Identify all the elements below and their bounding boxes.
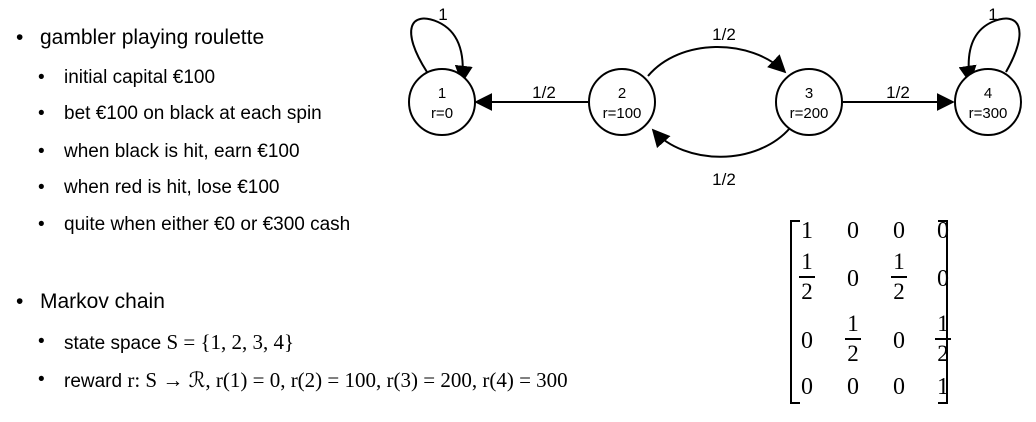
- fraction-denominator: 2: [801, 279, 813, 304]
- bullet-text: when black is hit, earn €100: [64, 141, 300, 162]
- bullet-text: quite when either €0 or €300 cash: [64, 214, 351, 235]
- fraction-denominator: 2: [937, 341, 949, 366]
- bullet-dot: •: [38, 177, 45, 198]
- matrix-bracket-right: [938, 220, 948, 404]
- edge-4-4: [958, 17, 1021, 84]
- bullet-markov: • Markov chain: [16, 290, 165, 314]
- edge-label: 1: [438, 5, 447, 24]
- sub-bullet: • state space S = {1, 2, 3, 4}: [38, 330, 295, 356]
- fraction-numerator: 1: [937, 311, 949, 336]
- fraction-numerator: 1: [893, 249, 905, 274]
- bullet-text: gambler playing roulette: [40, 26, 265, 49]
- matrix-cell: 0: [893, 374, 905, 400]
- fraction-bar: [845, 338, 861, 340]
- edge-label: 1: [988, 5, 997, 24]
- matrix-cell: 1: [937, 374, 949, 400]
- fraction-numerator: 1: [847, 311, 859, 336]
- state-reward: r=300: [969, 105, 1008, 122]
- bullet-dot: •: [38, 67, 45, 88]
- bullet-text: bet €100 on black at each spin: [64, 103, 322, 124]
- fraction-denominator: 2: [847, 341, 859, 366]
- matrix-bracket-left: [790, 220, 800, 404]
- bullet-dot: •: [38, 103, 45, 124]
- state-node-2: 2 r=100: [588, 68, 656, 136]
- edge-3-2: [651, 127, 791, 158]
- bullet-dot: •: [38, 331, 45, 352]
- bullet-text: state space: [64, 333, 167, 354]
- state-id: 3: [805, 85, 813, 102]
- matrix-cell: 0: [847, 374, 859, 400]
- bullet-dot: •: [38, 214, 45, 235]
- fraction-bar: [891, 276, 907, 278]
- edge-2-3: [647, 46, 787, 77]
- matrix-cell: 0: [801, 374, 813, 400]
- edge-label: 1/2: [886, 83, 910, 102]
- fraction-bar: [935, 338, 951, 340]
- state-node-4: 4 r=300: [954, 68, 1022, 136]
- edge-1-1: [410, 17, 473, 84]
- state-node-1: 1 r=0: [408, 68, 476, 136]
- edge-label: 1/2: [712, 170, 736, 189]
- state-reward: r=0: [431, 105, 453, 122]
- matrix-cell: 0: [937, 266, 949, 292]
- matrix-cell: 0: [801, 328, 813, 354]
- matrix-cell: 0: [893, 328, 905, 354]
- state-id: 2: [618, 85, 626, 102]
- edge-label: 1/2: [532, 83, 556, 102]
- sub-bullet: • quite when either €0 or €300 cash: [38, 213, 351, 237]
- fraction-bar: [799, 276, 815, 278]
- bullet-text: reward: [64, 371, 128, 392]
- bullet-dot: •: [38, 141, 45, 162]
- bullet-dot: •: [38, 369, 45, 390]
- fraction-denominator: 2: [893, 279, 905, 304]
- matrix-cell: 0: [893, 218, 905, 244]
- state-id: 1: [438, 85, 446, 102]
- bullet-text: Markov chain: [40, 290, 165, 313]
- state-node-3: 3 r=200: [775, 68, 843, 136]
- matrix-cell: 0: [847, 266, 859, 292]
- state-reward: r=100: [603, 105, 642, 122]
- state-space-formula: S = {1, 2, 3, 4}: [166, 330, 295, 354]
- bullet-gambler: • gambler playing roulette: [16, 26, 265, 50]
- bullet-dot: •: [16, 26, 24, 49]
- bullet-dot: •: [16, 290, 24, 313]
- state-id: 4: [984, 85, 992, 102]
- reward-formula: r: S → ℛ, r(1) = 0, r(2) = 100, r(3) = 2…: [127, 368, 568, 392]
- matrix-cell: 0: [937, 218, 949, 244]
- sub-bullet: • when red is hit, lose €100: [38, 176, 280, 200]
- state-reward: r=200: [790, 105, 829, 122]
- sub-bullet: • initial capital €100: [38, 66, 216, 90]
- bullet-text: initial capital €100: [64, 67, 216, 88]
- matrix-cell: 0: [847, 218, 859, 244]
- bullet-text: when red is hit, lose €100: [64, 177, 280, 198]
- sub-bullet: • reward r: S → ℛ, r(1) = 0, r(2) = 100,…: [38, 368, 568, 394]
- fraction-numerator: 1: [801, 249, 813, 274]
- matrix-cell: 1: [801, 218, 813, 244]
- edge-label: 1/2: [712, 25, 736, 44]
- sub-bullet: • bet €100 on black at each spin: [38, 102, 322, 126]
- sub-bullet: • when black is hit, earn €100: [38, 140, 300, 164]
